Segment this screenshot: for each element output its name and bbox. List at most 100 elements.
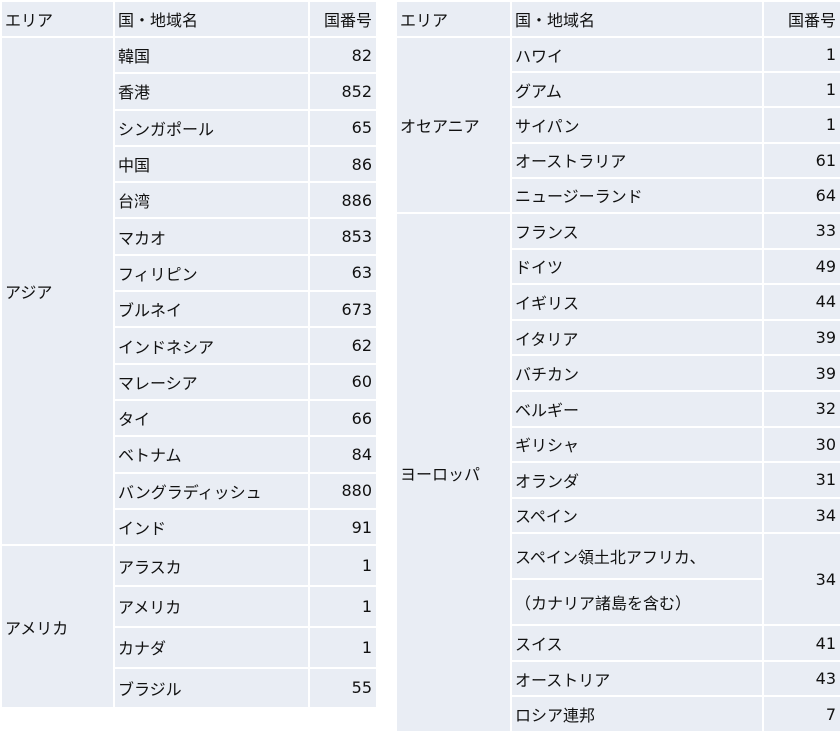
country-name: （カナリア諸島を含む） [512, 580, 762, 625]
table-row: （カナリア諸島を含む） [397, 580, 840, 625]
country-name: タイ [115, 400, 308, 436]
table-row: タイ 66 [2, 400, 376, 436]
table-row: アジア 韓国 82 [2, 38, 376, 545]
country-code: 1 [764, 38, 840, 72]
table-row: オランダ 31 [397, 463, 840, 497]
table-row: イギリス 44 [397, 285, 840, 319]
country-name: インド [115, 509, 308, 545]
country-name: マカオ [115, 219, 308, 254]
table-row: 香港 852 [2, 74, 376, 109]
country-name: 台湾 [115, 183, 308, 218]
area-cell: アメリカ [2, 546, 113, 708]
country-name: フランス [512, 213, 762, 248]
country-code: 41 [764, 626, 840, 660]
country-code: 1 [310, 627, 376, 667]
country-code: 1 [310, 546, 376, 585]
country-name: 中国 [115, 146, 308, 182]
country-name: スペイン領土北アフリカ、 [512, 534, 762, 579]
table-row: スイス 41 [397, 626, 840, 660]
country-code: 64 [764, 178, 840, 212]
country-code: 43 [764, 661, 840, 696]
country-name: 香港 [115, 74, 308, 109]
country-name: ブルネイ [115, 292, 308, 327]
country-code: 49 [764, 249, 840, 284]
country-code: 880 [310, 473, 376, 508]
country-name: アメリカ [115, 586, 308, 626]
area-cell: ヨーロッパ [397, 213, 510, 732]
country-name: スペイン [512, 498, 762, 533]
country-code: 7 [764, 697, 840, 732]
header-code: 国番号 [764, 2, 840, 36]
table-row: ロシア連邦 7 [397, 697, 840, 732]
area-cell: オセアニア [397, 38, 510, 212]
country-code: 39 [764, 320, 840, 355]
country-code: 55 [310, 668, 376, 708]
table-row: ギリシャ 30 [397, 427, 840, 462]
header-country: 国・地域名 [512, 2, 762, 36]
table-row: オセアニア ハワイ 1 [397, 38, 840, 212]
table-row: ヨーロッパ フランス 33 [397, 213, 840, 732]
table-row: カナダ 1 [2, 627, 376, 667]
country-code: 82 [310, 38, 376, 73]
country-code: 853 [310, 219, 376, 254]
country-name: オーストラリア [512, 143, 762, 177]
header-code: 国番号 [310, 2, 376, 36]
header-row: エリア 国・地域名 国番号 [2, 2, 376, 36]
table-row: バングラディッシュ 880 [2, 473, 376, 508]
header-row: エリア 国・地域名 国番号 [397, 2, 840, 36]
country-code: 30 [764, 427, 840, 462]
country-code: 34 [764, 498, 840, 533]
table-row: ドイツ 49 [397, 249, 840, 284]
country-code: 34 [764, 534, 840, 625]
table-row: グアム 1 [397, 73, 840, 107]
country-code-table-left: エリア 国・地域名 国番号 アジア 韓国 82 香港 852 シンガポール 65 中国 86 台湾 886… [0, 0, 378, 709]
table-row: インド 91 [2, 509, 376, 545]
country-code: 60 [310, 364, 376, 399]
country-name: フィリピン [115, 255, 308, 291]
country-name: ブラジル [115, 668, 308, 708]
country-name: アラスカ [115, 546, 308, 585]
country-code: 852 [310, 74, 376, 109]
country-name: バングラディッシュ [115, 473, 308, 508]
country-code: 673 [310, 292, 376, 327]
header-area: エリア [397, 2, 510, 36]
country-code: 886 [310, 183, 376, 218]
country-name: ドイツ [512, 249, 762, 284]
table-row: ベルギー 32 [397, 391, 840, 426]
country-code: 33 [764, 213, 840, 248]
table-row: サイパン 1 [397, 108, 840, 142]
table-row: マカオ 853 [2, 219, 376, 254]
header-area: エリア [2, 2, 113, 36]
area-cell: アジア [2, 38, 113, 545]
country-name: ベルギー [512, 391, 762, 426]
country-name: ハワイ [512, 38, 762, 72]
country-name: ギリシャ [512, 427, 762, 462]
table-row: ニュージーランド 64 [397, 178, 840, 212]
country-name: オーストリア [512, 661, 762, 696]
country-code: 91 [310, 509, 376, 545]
table-row: 台湾 886 [2, 183, 376, 218]
table-row: スペイン領土北アフリカ、 34 [397, 534, 840, 625]
country-name: ベトナム [115, 437, 308, 472]
table-row: オーストリア 43 [397, 661, 840, 696]
country-name: シンガポール [115, 110, 308, 145]
country-code: 61 [764, 143, 840, 177]
table-row: アメリカ 1 [2, 586, 376, 626]
table-row: スペイン 34 [397, 498, 840, 533]
country-code: 1 [764, 73, 840, 107]
country-code: 63 [310, 255, 376, 291]
country-name: グアム [512, 73, 762, 107]
country-code: 32 [764, 391, 840, 426]
country-name: ニュージーランド [512, 178, 762, 212]
table-row: ブラジル 55 [2, 668, 376, 708]
country-name: バチカン [512, 356, 762, 390]
country-code: 86 [310, 146, 376, 182]
country-code: 31 [764, 463, 840, 497]
country-code: 62 [310, 328, 376, 363]
country-code-table-right: エリア 国・地域名 国番号 オセアニア ハワイ 1 グアム 1 サイパン 1 オーストラリア 61 ニュ… [395, 0, 840, 733]
country-code: 1 [310, 586, 376, 626]
country-code: 84 [310, 437, 376, 472]
country-name: イタリア [512, 320, 762, 355]
table-row: ブルネイ 673 [2, 292, 376, 327]
country-name: ロシア連邦 [512, 697, 762, 732]
